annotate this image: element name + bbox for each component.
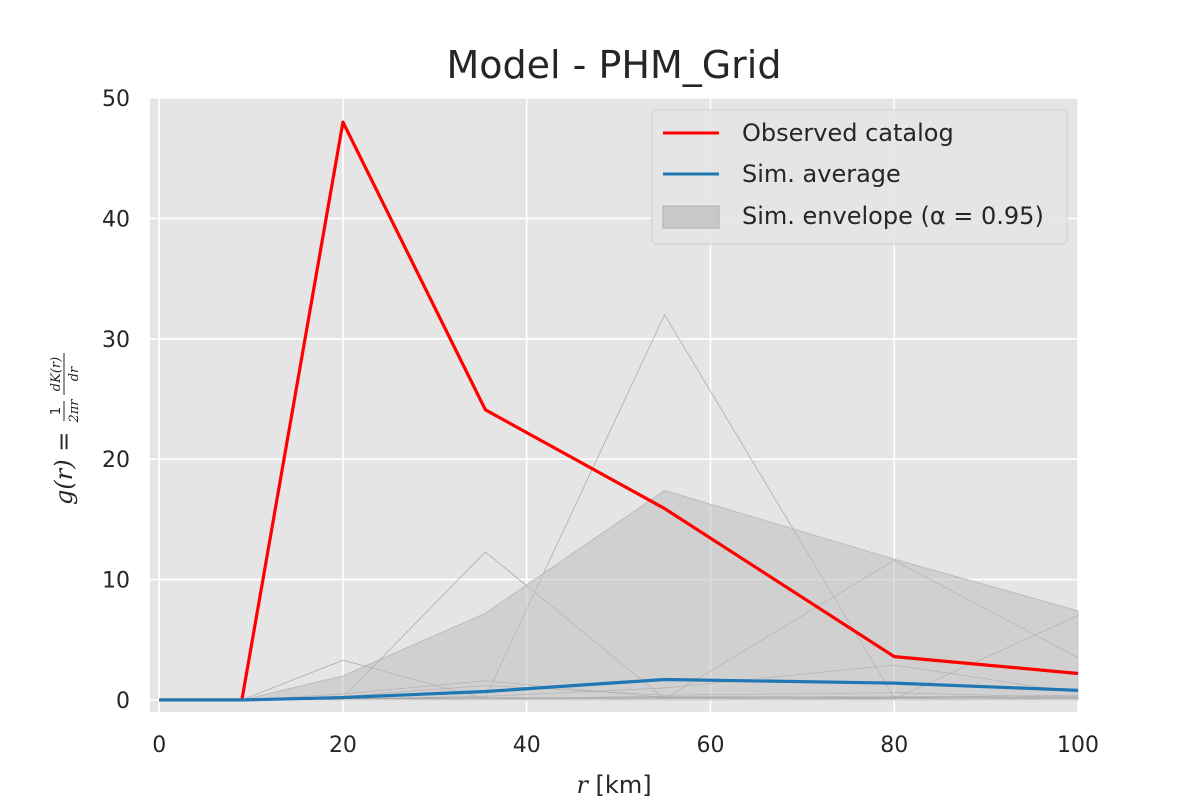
x-axis-label: r [km]: [576, 771, 651, 799]
envelope-layer: [159, 489, 1079, 701]
y-tick-label: 10: [102, 569, 130, 594]
svg-text:dK(r): dK(r): [49, 357, 64, 391]
svg-text:dr: dr: [67, 366, 82, 381]
series-layer: [159, 120, 1079, 702]
legend-swatch-envelope: [662, 205, 720, 229]
envelope-band: [159, 489, 1079, 701]
legend: Observed catalog Sim. average Sim. envel…: [651, 109, 1068, 245]
y-tick-label: 50: [102, 87, 130, 112]
y-tick-label: 40: [102, 207, 130, 232]
y-tick-label: 20: [102, 448, 130, 473]
x-tick-label: 80: [880, 733, 908, 758]
svg-text:1: 1: [49, 407, 64, 415]
legend-label-observed: Observed catalog: [742, 119, 954, 147]
chart-title: Model - PHM_Grid: [447, 43, 782, 87]
x-tick-label: 20: [329, 733, 357, 758]
svg-text:2πr: 2πr: [67, 399, 82, 424]
x-tick-labels: 0 20 40 60 80 100: [152, 733, 1099, 758]
sim-average-line: [159, 677, 1079, 702]
x-tick-label: 100: [1057, 733, 1099, 758]
y-tick-labels: 0 10 20 30 40 50: [102, 87, 130, 714]
y-axis-label: g(r) = 1 2πr dK(r) dr: [49, 353, 82, 505]
legend-label-envelope: Sim. envelope (α = 0.95): [742, 202, 1044, 230]
x-tick-label: 40: [513, 733, 541, 758]
svg-text:g(r) =: g(r) =: [50, 432, 78, 505]
legend-label-average: Sim. average: [742, 160, 901, 188]
x-tick-label: 0: [152, 733, 166, 758]
y-tick-label: 0: [116, 689, 130, 714]
y-tick-label: 30: [102, 328, 130, 353]
x-tick-label: 60: [696, 733, 724, 758]
